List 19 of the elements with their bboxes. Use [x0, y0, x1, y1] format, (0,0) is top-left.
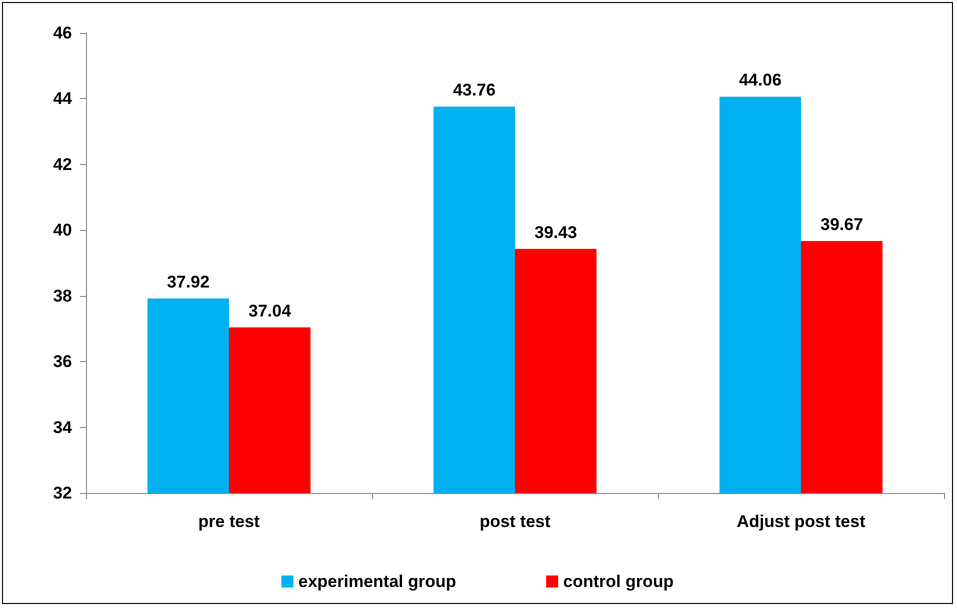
x-tick-label: pre test [198, 512, 260, 531]
data-label: 39.67 [820, 214, 864, 234]
y-tick-label: 36 [53, 352, 72, 372]
y-tick-label: 38 [53, 286, 72, 306]
y-tick-label: 34 [53, 418, 73, 437]
y-tick-label: 32 [53, 484, 72, 502]
data-label: 44.06 [738, 70, 782, 90]
data-label: 39.43 [534, 222, 578, 242]
x-tick-label: Adjust post test [736, 512, 866, 531]
data-label: 37.04 [248, 301, 292, 320]
y-tick-label: 40 [53, 220, 72, 240]
legend-label: control group [563, 572, 674, 591]
data-label: 37.92 [166, 272, 210, 292]
x-tick-label: post test [480, 512, 551, 531]
y-tick-label: 42 [53, 154, 72, 174]
y-tick-label: 44 [53, 89, 73, 108]
data-label: 43.76 [452, 80, 496, 100]
legend-label: experimental group [298, 572, 456, 591]
y-tick-label: 46 [53, 24, 72, 42]
